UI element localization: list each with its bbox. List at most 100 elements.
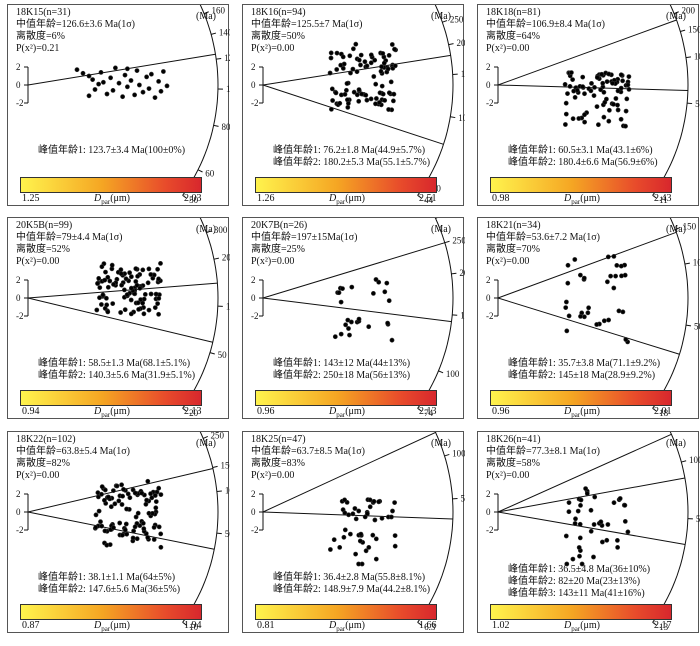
age-tick-label: 50: [695, 99, 700, 109]
grain-point: [625, 529, 631, 535]
radial-plot-svg: 505350250150100501020-2: [16, 432, 230, 632]
colorbar: [490, 390, 672, 406]
info-central: 中值年龄=79±4.4 Ma(1σ): [16, 232, 123, 243]
grain-point: [346, 101, 351, 106]
grain-point: [127, 495, 133, 501]
age-tick-label: 20: [189, 408, 199, 418]
grain-point: [611, 101, 616, 107]
colorbar: [20, 390, 202, 406]
grain-point: [349, 319, 354, 325]
grain-point: [618, 263, 624, 269]
grain-point: [155, 301, 160, 306]
grain-point: [111, 488, 116, 493]
grain-point: [144, 497, 149, 503]
sample-info: 18K15(n=31) 中值年龄=126.6±3.6 Ma(1σ) 离散度=6% P(…: [16, 7, 135, 55]
colorbar: [490, 604, 672, 620]
grain-point: [129, 274, 134, 280]
peak-age-ray: [262, 242, 445, 299]
grain-point: [356, 508, 362, 514]
age-tick-label: 50: [189, 195, 199, 205]
grain-point: [99, 302, 104, 307]
grain-point: [615, 107, 621, 113]
grain-point: [566, 509, 572, 515]
colorbar-label: Dpar(μm): [94, 620, 130, 633]
age-tick-label: 60: [205, 168, 215, 178]
grain-point: [340, 54, 346, 60]
y-tick-label: -2: [486, 311, 494, 321]
radial-plot-svg: 262200150100506.320-2: [251, 432, 465, 632]
grain-point: [109, 262, 115, 268]
colorbar-max: 1.94: [184, 620, 202, 631]
grain-point: [563, 533, 569, 539]
y-tick-label: -2: [251, 311, 259, 321]
grain-point: [589, 81, 594, 86]
grain-point: [376, 499, 382, 505]
age-tick-label: 160: [212, 6, 226, 16]
y-tick-label: -2: [251, 525, 259, 535]
grain-point: [358, 62, 363, 68]
info-sample: 18K15(n=31): [16, 7, 71, 18]
age-tick-label: 100: [446, 369, 460, 379]
peak-ages: 峰值年龄1: 58.5±1.3 Ma(68.1±5.1%) 峰值年龄2: 140.…: [38, 358, 195, 382]
info-chi2: P(x²)=0.00: [16, 470, 60, 481]
y-tick-label: 2: [16, 275, 21, 285]
info-chi2: P(x²)=0.00: [251, 43, 295, 54]
age-tick: [444, 240, 450, 244]
grain-point: [124, 292, 130, 298]
age-tick-label: 200: [456, 38, 465, 48]
grain-point: [156, 311, 161, 317]
grain-point: [96, 276, 102, 281]
grain-point: [144, 74, 149, 80]
peak-age-text: 峰值年龄1: 143±12 Ma(44±13%): [273, 358, 411, 369]
grain-point: [146, 510, 152, 516]
info-chi2: P(x²)=0.00: [486, 256, 530, 267]
grain-point: [606, 107, 612, 113]
grain-point: [364, 97, 370, 103]
peak-age-text: 峰值年龄2: 82±20 Ma(23±13%): [508, 576, 641, 587]
grain-point: [342, 527, 348, 533]
peak-age-text: 峰值年龄2: 145±18 Ma(28.9±9.2%): [508, 370, 656, 381]
grain-point: [155, 266, 160, 272]
grain-point: [615, 88, 621, 94]
info-sample: 18K18(n=81): [486, 7, 541, 18]
grain-point: [102, 528, 108, 534]
grain-point: [141, 296, 147, 302]
colorbar-label: Dpar(μm): [564, 193, 600, 206]
grain-point: [135, 510, 141, 516]
grain-point: [341, 534, 347, 540]
peak-age-text: 峰值年龄3: 143±11 Ma(41±16%): [508, 588, 645, 599]
y-tick-label: 0: [16, 293, 21, 303]
grain-point: [390, 508, 395, 514]
ma-unit-label: (Ma): [666, 11, 686, 22]
grain-point: [592, 494, 598, 500]
grain-point: [112, 501, 118, 507]
age-tick-label: 150: [460, 311, 465, 321]
grain-point: [110, 88, 116, 93]
age-tick-label: 18: [659, 408, 669, 418]
grain-point: [330, 98, 335, 103]
colorbar-label: Dpar(μm): [564, 406, 600, 419]
age-tick-label: 50: [694, 321, 700, 331]
grain-point: [132, 490, 138, 496]
grain-point: [121, 487, 126, 492]
grain-point: [582, 119, 587, 125]
info-dispersion: 离散度=25%: [251, 244, 305, 255]
age-tick: [182, 407, 187, 412]
age-tick: [438, 370, 444, 374]
grain-point: [136, 82, 142, 88]
age-tick: [211, 32, 217, 35]
grain-point: [392, 63, 398, 69]
colorbar-max: 2.43: [654, 193, 672, 204]
grain-point: [95, 281, 100, 286]
grain-point: [353, 41, 359, 47]
grain-point: [132, 92, 137, 98]
grain-point: [573, 516, 578, 522]
grain-point: [148, 291, 154, 297]
colorbar-max: 2.13: [184, 406, 202, 417]
info-central: 中值年龄=126.6±3.6 Ma(1σ): [16, 19, 136, 30]
grain-point: [572, 95, 578, 100]
grain-point: [574, 87, 580, 93]
grain-point: [615, 545, 620, 550]
grain-point: [337, 545, 343, 550]
sample-info: 18K16(n=94) 中值年龄=125.5±7 Ma(1σ) 离散度=50% P(x…: [251, 7, 363, 55]
